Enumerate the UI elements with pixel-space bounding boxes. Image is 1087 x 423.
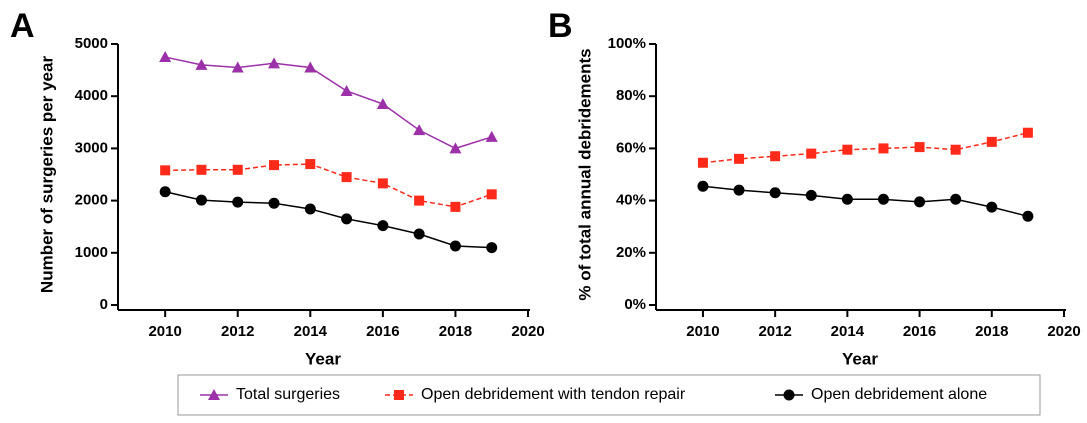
- marker: [232, 164, 243, 175]
- y-tick-label: 1000: [75, 244, 108, 261]
- marker: [231, 61, 244, 73]
- marker: [806, 148, 817, 159]
- marker: [377, 220, 389, 232]
- marker: [449, 142, 462, 154]
- marker: [697, 157, 708, 168]
- y-axis-title: Number of surgeries per year: [37, 56, 56, 294]
- legend-label: Open debridement alone: [811, 386, 987, 403]
- marker: [485, 130, 498, 142]
- x-tick-label: 2018: [975, 323, 1008, 340]
- marker: [950, 144, 961, 155]
- marker: [1022, 210, 1034, 222]
- panel-label: A: [10, 7, 35, 45]
- marker: [340, 84, 353, 96]
- marker: [232, 196, 244, 208]
- y-tick-label: 100%: [608, 35, 646, 52]
- marker: [986, 136, 997, 147]
- marker: [769, 187, 781, 199]
- y-tick-label: 5000: [75, 35, 108, 52]
- marker: [914, 196, 926, 208]
- marker: [986, 201, 998, 213]
- series-line: [164, 190, 492, 249]
- y-axis-title: % of total annual debridements: [575, 48, 594, 300]
- y-tick-label: 40%: [616, 192, 646, 209]
- y-tick-label: 3000: [75, 139, 108, 156]
- y-tick-label: 20%: [616, 244, 646, 261]
- marker: [341, 172, 352, 183]
- marker: [1022, 127, 1033, 138]
- x-tick-label: 2010: [686, 323, 719, 340]
- marker: [450, 201, 461, 212]
- marker: [305, 159, 316, 170]
- marker: [160, 165, 171, 176]
- x-tick-label: 2016: [366, 323, 399, 340]
- panel-label: B: [548, 7, 573, 45]
- x-tick-label: 2012: [221, 323, 254, 340]
- marker: [770, 151, 781, 162]
- y-tick-label: 2000: [75, 192, 108, 209]
- legend-label: Open debridement with tendon repair: [421, 386, 686, 403]
- series-line: [702, 132, 1029, 164]
- marker: [449, 240, 461, 252]
- x-axis-title: Year: [842, 349, 878, 368]
- marker: [268, 57, 281, 69]
- x-tick-label: 2018: [439, 323, 472, 340]
- marker: [304, 61, 317, 73]
- marker: [195, 194, 207, 206]
- marker: [486, 189, 497, 200]
- x-tick-label: 2020: [1047, 323, 1080, 340]
- marker: [376, 98, 389, 110]
- series-line: [702, 185, 1029, 217]
- y-tick-label: 80%: [616, 87, 646, 104]
- x-axis-title: Year: [305, 349, 341, 368]
- marker: [208, 389, 220, 400]
- legend-box: [177, 374, 1041, 416]
- x-tick-label: 2010: [148, 323, 181, 340]
- marker: [414, 195, 425, 206]
- x-tick-label: 2020: [511, 323, 544, 340]
- marker: [697, 180, 709, 192]
- marker: [268, 197, 280, 209]
- marker: [783, 389, 795, 401]
- marker: [842, 144, 853, 155]
- x-tick-label: 2014: [831, 323, 865, 340]
- marker: [877, 193, 889, 205]
- marker: [486, 242, 498, 254]
- x-tick-label: 2012: [758, 323, 791, 340]
- y-tick-label: 60%: [616, 139, 646, 156]
- marker: [196, 164, 207, 175]
- marker: [914, 142, 925, 153]
- marker: [734, 153, 745, 164]
- marker: [841, 193, 853, 205]
- marker: [377, 178, 388, 189]
- y-tick-label: 0%: [624, 296, 646, 313]
- marker: [195, 58, 208, 70]
- marker: [805, 189, 817, 201]
- marker: [394, 390, 404, 400]
- marker: [733, 184, 745, 196]
- marker: [950, 193, 962, 205]
- marker: [878, 143, 889, 154]
- marker: [269, 160, 280, 171]
- marker: [159, 186, 171, 198]
- marker: [413, 124, 426, 136]
- series-line: [165, 163, 492, 208]
- marker: [304, 203, 316, 215]
- y-tick-label: 0: [100, 296, 108, 313]
- y-tick-label: 4000: [75, 87, 108, 104]
- marker: [341, 213, 353, 225]
- marker: [413, 228, 425, 240]
- x-tick-label: 2014: [294, 323, 328, 340]
- x-tick-label: 2016: [903, 323, 936, 340]
- series-line: [165, 56, 492, 150]
- marker: [159, 51, 172, 63]
- legend-label: Total surgeries: [236, 386, 340, 403]
